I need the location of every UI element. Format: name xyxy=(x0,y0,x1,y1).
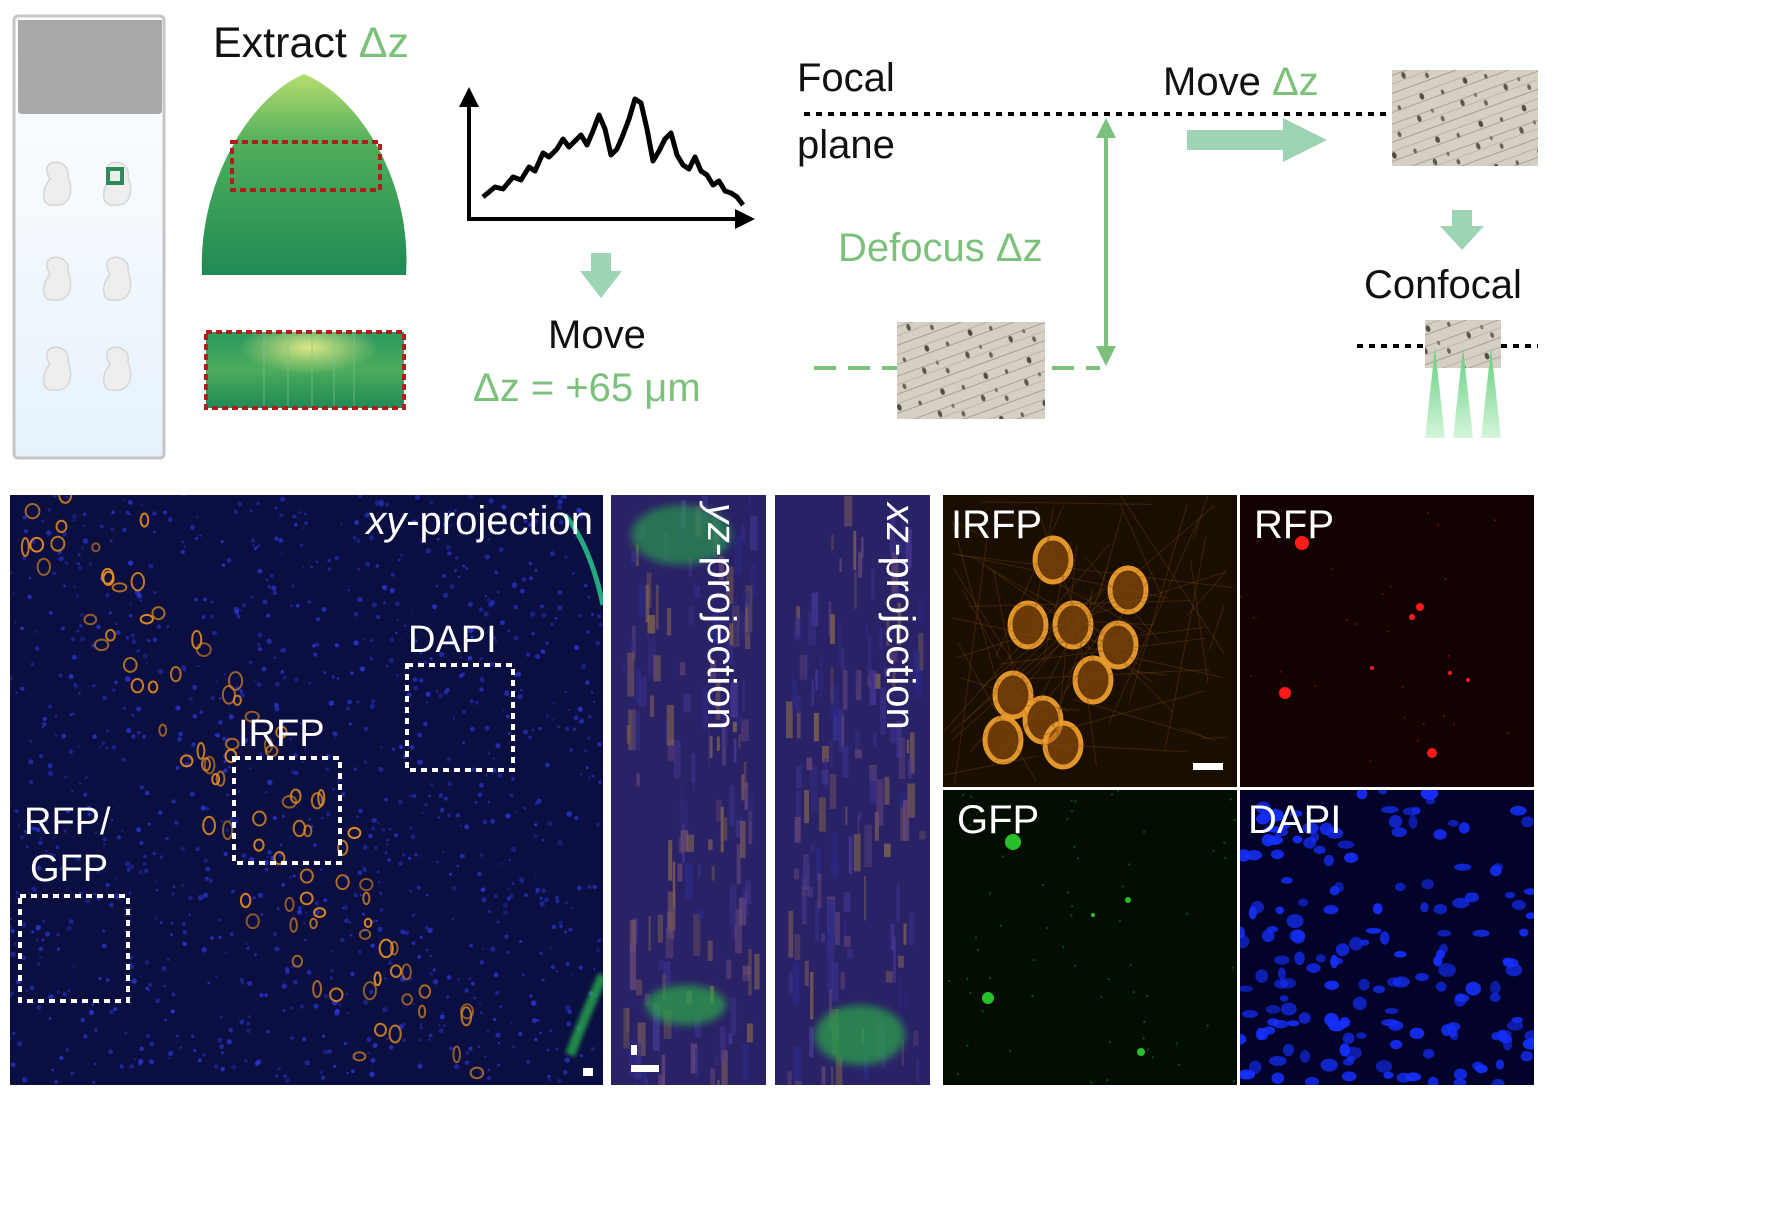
yz-scale-bar-horizontal xyxy=(631,1065,659,1072)
focal-plane-label-line1: Focal xyxy=(797,56,895,100)
move-right-label: Move Δz xyxy=(1163,62,1319,102)
channel-label-rfp: RFP xyxy=(1254,503,1334,547)
defocus-arrow-head-up xyxy=(1096,118,1116,138)
roi-label-rfp-gfp-line1: RFP/ xyxy=(24,801,111,843)
roi-label-rfp-gfp-line2: GFP xyxy=(30,848,109,890)
confocal-down-arrow xyxy=(1440,210,1484,250)
intensity-curve xyxy=(481,96,745,207)
y-axis-arrowhead xyxy=(459,87,479,107)
extract-label: Extract Δz xyxy=(213,22,409,65)
move-right-word: Move xyxy=(1163,60,1261,104)
tissue-sections xyxy=(42,161,132,391)
move-right-delta: Δz xyxy=(1271,60,1319,104)
rfp-channel-image: RFP xyxy=(1240,495,1534,787)
defocus-label: Defocus Δz xyxy=(838,226,1043,270)
xy-label-italic: xy xyxy=(366,499,407,543)
xz-label-italic: xz xyxy=(878,503,922,543)
confocal-scheme xyxy=(1355,318,1540,442)
defocus-tissue-image xyxy=(897,322,1045,419)
roi-box-irfp xyxy=(232,756,342,865)
roi-box-dapi xyxy=(405,663,515,772)
extracted-strip xyxy=(204,330,406,410)
irfp-channel-image: IRFP xyxy=(943,495,1237,787)
defocus-arrow-head-down xyxy=(1096,346,1116,366)
beam-profile-dome xyxy=(200,72,410,278)
roi-label-irfp: IRFP xyxy=(238,713,325,755)
move-delta-value: Δz = +65 μm xyxy=(473,366,701,410)
gfp-channel-image: GFP xyxy=(943,790,1237,1085)
move-label: Move xyxy=(548,313,646,357)
extract-delta: Δz xyxy=(358,19,409,67)
channel-label-dapi: DAPI xyxy=(1248,798,1342,842)
yz-label-italic: yz xyxy=(699,503,743,543)
xy-image-content xyxy=(10,495,603,1085)
yz-projection-image: yz-projection xyxy=(611,495,766,1085)
roi-box-rfp-gfp xyxy=(18,894,130,1003)
dapi-channel-image: DAPI xyxy=(1240,790,1534,1085)
beam-2 xyxy=(1453,348,1473,438)
xz-projection-label: xz-projection xyxy=(878,503,922,730)
xy-label-rest: -projection xyxy=(406,499,593,543)
focused-tissue-image xyxy=(1392,70,1538,166)
extract-word: Extract xyxy=(213,19,347,67)
extract-roi-box xyxy=(230,140,382,192)
move-right-arrow xyxy=(1187,118,1327,162)
confocal-label: Confocal xyxy=(1364,263,1522,307)
channel-label-gfp: GFP xyxy=(957,798,1040,842)
beam-3 xyxy=(1481,348,1501,438)
roi-marker xyxy=(106,167,124,185)
slide-illustration xyxy=(12,14,168,462)
move-down-arrow xyxy=(580,253,622,298)
yz-projection-label: yz-projection xyxy=(699,503,743,730)
yz-scale-bar-vertical xyxy=(631,1045,637,1055)
roi-label-dapi: DAPI xyxy=(408,619,497,661)
xz-projection-image: xz-projection xyxy=(775,495,930,1085)
xy-projection-label: xy-projection xyxy=(366,501,593,541)
focal-plane-label-line2: plane xyxy=(797,123,895,167)
channel-label-irfp: IRFP xyxy=(951,503,1043,547)
xz-label-rest: -projection xyxy=(878,543,922,730)
x-axis-arrowhead xyxy=(735,209,755,229)
intensity-profile-plot xyxy=(455,85,760,235)
xy-scale-bar xyxy=(583,1068,593,1076)
beam-1 xyxy=(1425,348,1445,438)
yz-label-rest: -projection xyxy=(699,543,743,730)
irfp-scale-bar xyxy=(1193,763,1223,770)
xy-projection-image: xy-projection DAPI IRFP RFP/ GFP xyxy=(10,495,603,1085)
